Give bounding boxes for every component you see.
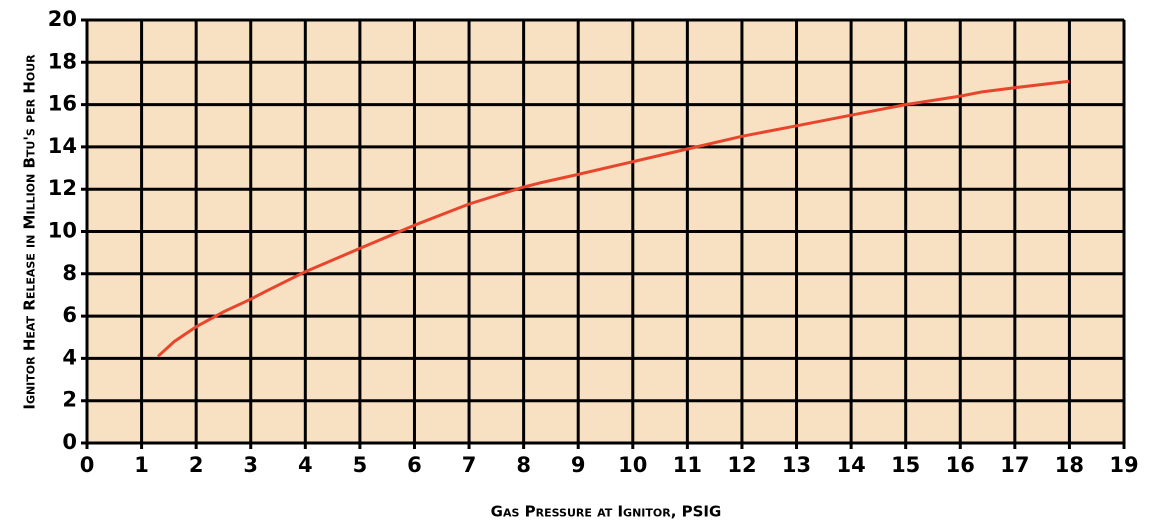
x-tick-label: 10: [618, 453, 647, 477]
x-axis-title: Gas Pressure at Ignitor, PSIG: [491, 503, 722, 521]
x-tick-label: 16: [946, 453, 975, 477]
y-tick-label: 4: [62, 345, 77, 369]
y-tick-label: 12: [48, 176, 77, 200]
x-tick-label: 9: [571, 453, 586, 477]
y-tick-label: 18: [48, 49, 77, 73]
y-tick-label: 2: [62, 388, 77, 412]
x-tick-label: 18: [1055, 453, 1084, 477]
y-tick-label: 8: [62, 261, 77, 285]
x-tick-label: 15: [891, 453, 920, 477]
x-tick-label: 8: [516, 453, 531, 477]
x-tick-label: 1: [134, 453, 149, 477]
y-tick-label: 10: [48, 219, 77, 243]
x-tick-label: 12: [727, 453, 756, 477]
x-tick-label: 19: [1109, 453, 1138, 477]
x-tick-label: 5: [353, 453, 368, 477]
y-axis-title: Ignitor Heat Release in Million Btu's pe…: [21, 54, 39, 410]
data-line: [156, 79, 1070, 358]
x-tick-label: 6: [407, 453, 422, 477]
x-tick-label: 14: [836, 453, 865, 477]
x-tick-label: 2: [189, 453, 204, 477]
x-tick-label: 17: [1000, 453, 1029, 477]
x-tick-label: 0: [80, 453, 95, 477]
y-tick-label: 20: [48, 7, 77, 31]
y-tick-label: 16: [48, 92, 77, 116]
x-tick-label: 11: [673, 453, 702, 477]
y-tick-label: 0: [62, 430, 77, 454]
y-tick-label: 6: [62, 303, 77, 327]
x-tick-label: 3: [243, 453, 258, 477]
y-tick-label: 14: [48, 134, 77, 158]
x-tick-label: 7: [462, 453, 477, 477]
x-tick-label: 13: [782, 453, 811, 477]
x-tick-label: 4: [298, 453, 313, 477]
